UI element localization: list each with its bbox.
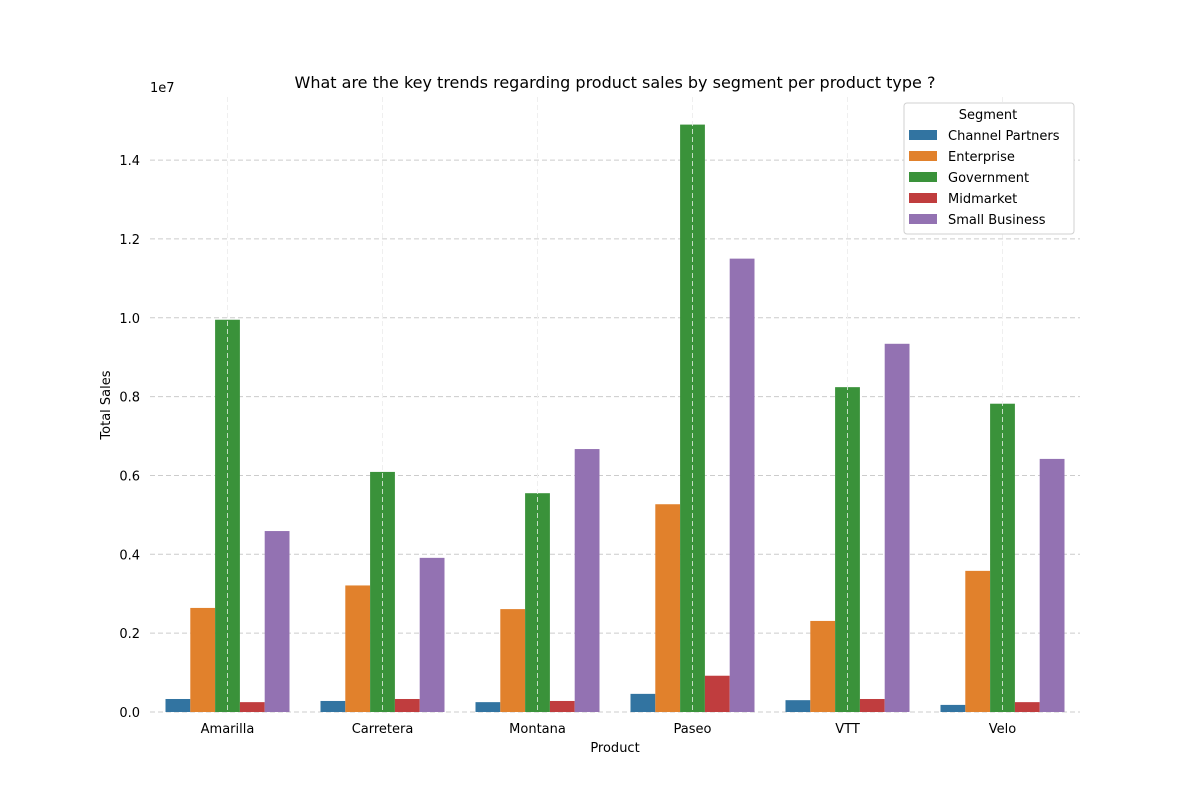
legend-entry: Midmarket xyxy=(948,192,1017,207)
bar xyxy=(1039,458,1065,712)
bar xyxy=(785,700,811,712)
bar xyxy=(1014,702,1040,712)
bar xyxy=(264,531,290,712)
axes-layer: What are the key trends regarding produc… xyxy=(99,73,1016,756)
y-tick-label: 0.6 xyxy=(119,469,140,484)
y-tick-label: 1.0 xyxy=(119,312,140,327)
legend-title: Segment xyxy=(959,108,1018,123)
x-tick-label: VTT xyxy=(835,722,860,737)
y-axis-offset-label: 1e7 xyxy=(150,81,175,96)
bar xyxy=(729,258,755,712)
legend-swatch xyxy=(909,151,937,161)
bar xyxy=(704,675,730,712)
x-tick-label: Amarilla xyxy=(201,722,255,737)
x-tick-label: Velo xyxy=(989,722,1016,737)
y-tick-label: 0.2 xyxy=(119,627,140,642)
bar xyxy=(320,700,346,712)
bar xyxy=(394,698,420,712)
bar xyxy=(165,698,191,712)
chart-title: What are the key trends regarding produc… xyxy=(295,73,936,92)
bar xyxy=(859,698,885,712)
bar xyxy=(630,693,656,712)
legend-swatch xyxy=(909,214,937,224)
legend-swatch xyxy=(909,193,937,203)
bar xyxy=(475,702,501,712)
x-axis-label: Product xyxy=(590,741,639,756)
bar xyxy=(574,449,600,712)
y-tick-label: 1.2 xyxy=(119,233,140,248)
bar xyxy=(500,609,526,712)
y-axis-label: Total Sales xyxy=(99,370,114,440)
bar xyxy=(940,704,966,712)
bar xyxy=(370,471,395,712)
legend-swatch xyxy=(909,130,937,140)
x-tick-label: Carretera xyxy=(352,722,414,737)
bar xyxy=(345,585,371,712)
y-tick-label: 0.8 xyxy=(119,391,140,406)
bar xyxy=(884,343,910,712)
bar xyxy=(655,504,681,712)
legend-entry: Government xyxy=(948,171,1029,186)
legend-frame xyxy=(903,102,1075,235)
bar xyxy=(419,557,445,712)
x-tick-label: Montana xyxy=(509,722,566,737)
x-tick-label: Paseo xyxy=(674,722,712,737)
bar xyxy=(810,620,836,712)
bar xyxy=(190,607,216,712)
legend: Segment Channel Partners Enterprise Governm… xyxy=(903,102,1075,235)
legend-entry: Channel Partners xyxy=(948,129,1060,144)
y-tick-label: 0.4 xyxy=(119,548,140,563)
y-tick-label: 1.4 xyxy=(119,154,140,169)
y-tick-label: 0.0 xyxy=(119,706,140,721)
bar xyxy=(965,570,991,712)
legend-swatch xyxy=(909,172,937,182)
legend-entry: Enterprise xyxy=(948,150,1015,165)
bars-layer xyxy=(165,97,1065,713)
bar xyxy=(239,702,265,712)
legend-entry: Small Business xyxy=(948,213,1046,228)
bar xyxy=(549,700,575,712)
